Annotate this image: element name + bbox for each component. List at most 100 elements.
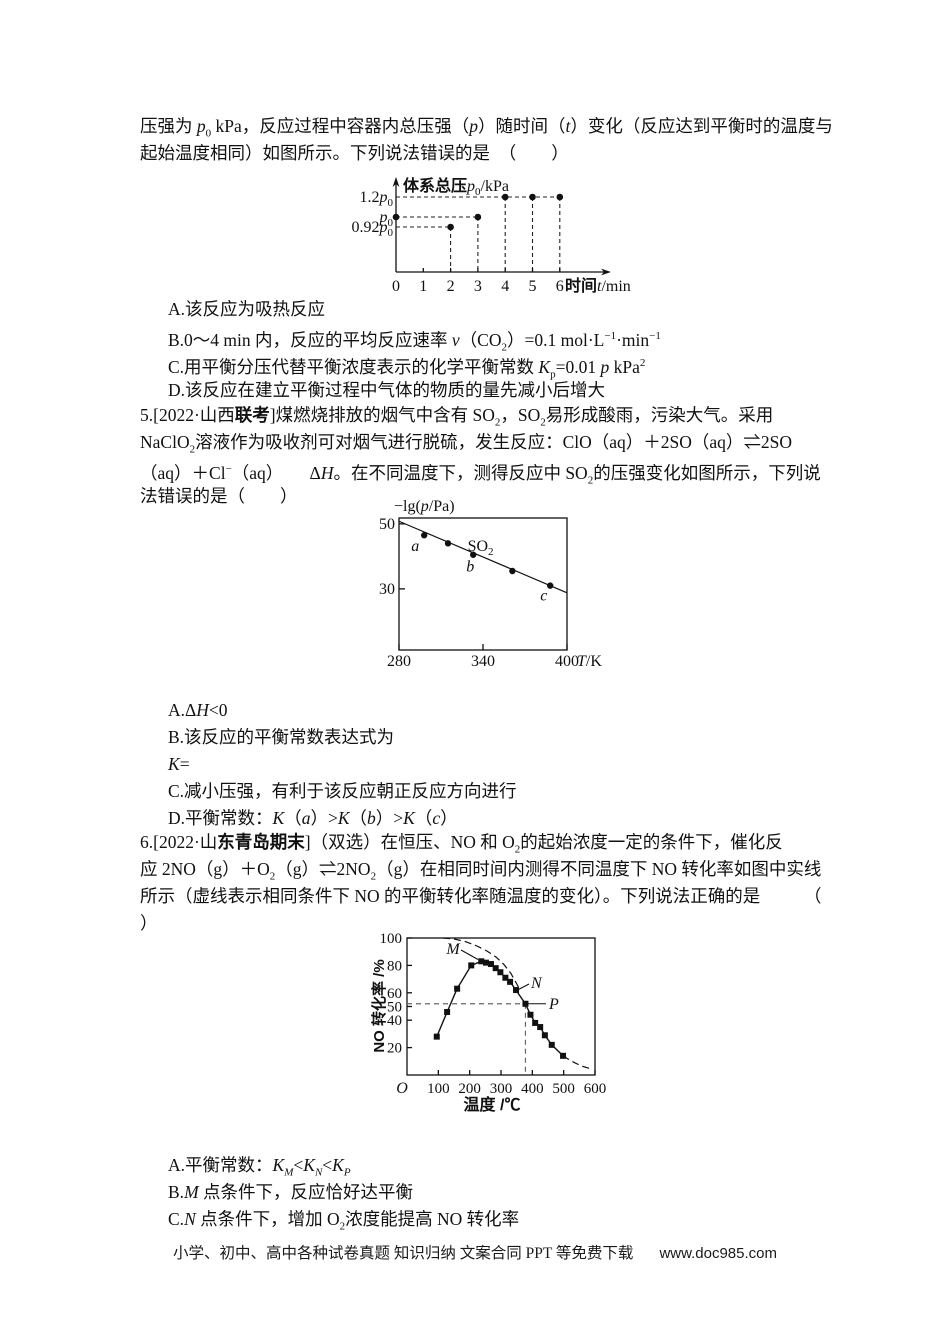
chart3-x-label: 温度 /℃ <box>463 1095 521 1114</box>
data-point <box>454 985 461 992</box>
svg-text:p0: p0 <box>379 209 394 229</box>
equilibrium-curve <box>442 937 520 988</box>
chart-pressure-time: 体系总压p0/kPa 1.2p0 p0 0.92p0 0 1 2 3 4 5 6 时间t/min <box>336 172 662 298</box>
data-point <box>474 213 482 221</box>
data-point <box>444 1008 451 1015</box>
svg-text:400: 400 <box>521 1081 544 1097</box>
option-line: A.该反应为吸热反应 <box>168 299 326 319</box>
option-line: A.平衡常数：KM<KN<KP <box>168 1155 351 1179</box>
option-line: B.该反应的平衡常数表达式为 <box>168 727 395 747</box>
measured-curve <box>436 960 564 1057</box>
svg-text:a: a <box>411 538 419 555</box>
text-line: 6.[2022·山东青岛期末]（双选）在恒压、NO 和 O2的起始浓度一定的条件… <box>140 832 783 856</box>
svg-text:1.2p0: 1.2p0 <box>360 189 394 209</box>
data-point <box>548 1041 555 1048</box>
q4-options: A.该反应为吸热反应 B.0～4 min 内，反应的平均反应速率 v（CO2）=0… <box>168 296 868 404</box>
svg-text:50: 50 <box>379 516 395 533</box>
trend-line <box>398 520 568 594</box>
chart2-x-label: T/K <box>577 653 602 670</box>
data-point <box>529 193 536 201</box>
series-label: SO2 <box>468 538 494 558</box>
data-point <box>547 582 554 589</box>
data-point <box>447 223 454 231</box>
svg-text:4: 4 <box>501 278 509 295</box>
option-line: C.用平衡分压代替平衡浓度表示的化学平衡常数 Kp=0.01 p kPa2 <box>168 356 646 381</box>
svg-text:400: 400 <box>555 653 579 670</box>
svg-text:300: 300 <box>490 1081 513 1097</box>
svg-text:60: 60 <box>387 986 402 1002</box>
data-point <box>468 962 475 969</box>
svg-text:M: M <box>445 941 461 958</box>
svg-text:1: 1 <box>419 278 427 295</box>
data-point <box>527 1011 534 1018</box>
svg-text:2: 2 <box>447 278 455 295</box>
q6-options: A.平衡常数：KM<KN<KP B.M 点条件下，反应恰好达平衡 C.N 点条件下，… <box>168 1152 868 1233</box>
svg-text:280: 280 <box>387 653 411 670</box>
plot-box <box>406 937 596 1076</box>
data-point <box>507 978 514 985</box>
data-point <box>492 965 499 972</box>
chart-no-conversion-temperature: 20 40 50 60 80 100 100 200 300 400 500 600 O NO 转化率 /… <box>334 925 646 1117</box>
data-point <box>509 567 516 575</box>
chart3-y-label: NO 转化率 /% <box>370 959 388 1052</box>
text-line: 应 2NO（g）＋O2（g）⇌2NO2（g）在相同时间内测得不同温度下 NO 转… <box>140 859 822 883</box>
svg-text:5: 5 <box>529 278 537 295</box>
text-line: （aq）＋Cl−（aq） ΔH。在不同温度下，测得反应中 SO2的压强变化如图所… <box>140 462 821 487</box>
svg-text:0.92p0: 0.92p0 <box>352 219 394 239</box>
data-point <box>541 1032 548 1039</box>
svg-text:200: 200 <box>458 1081 481 1097</box>
q6-paragraph: 6.[2022·山东青岛期末]（双选）在恒压、NO 和 O2的起始浓度一定的条件… <box>140 829 840 937</box>
q5-options: A.ΔH<0 B.该反应的平衡常数表达式为 K= C.减小压强，有利于该反应朝正反应方… <box>168 697 868 832</box>
option-line: K= <box>168 754 190 774</box>
svg-text:N: N <box>530 975 543 992</box>
svg-text:3: 3 <box>474 278 482 295</box>
svg-text:500: 500 <box>552 1081 575 1097</box>
option-line: B.M 点条件下，反应恰好达平衡 <box>168 1182 414 1202</box>
text-line: 法错误的是（ ） <box>140 486 298 506</box>
option-line: C.N 点条件下，增加 O2浓度能提高 NO 转化率 <box>168 1209 520 1233</box>
svg-text:20: 20 <box>387 1041 402 1057</box>
data-point <box>532 1019 539 1026</box>
svg-text:340: 340 <box>471 653 495 670</box>
data-point <box>478 958 485 965</box>
data-point <box>470 551 477 558</box>
footer-text: 小学、初中、高中各种试卷真题 知识归纳 文案合同 PPT 等免费下载 <box>173 1245 634 1262</box>
chart2-y-label: −lg(p/Pa) <box>394 498 455 515</box>
origin-label: O <box>396 1080 408 1097</box>
text-line: NaClO2溶液作为吸收剂可对烟气进行脱硫，发生反应：ClO（aq）＋2SO（a… <box>140 432 793 456</box>
option-line: A.ΔH<0 <box>168 700 228 720</box>
svg-text:40: 40 <box>387 1013 402 1029</box>
svg-text:80: 80 <box>387 958 402 974</box>
data-point <box>522 1000 529 1007</box>
svg-text:100: 100 <box>380 931 403 947</box>
option-line: C.减小压强，有利于该反应朝正反应方向进行 <box>168 781 517 801</box>
svg-text:50: 50 <box>387 1000 402 1016</box>
data-point <box>392 213 400 221</box>
option-line: D.平衡常数：K（a）>K（b）>K（c） <box>168 808 458 828</box>
footer-site-link: www.doc985.com <box>659 1245 777 1262</box>
data-point <box>482 959 489 966</box>
data-point <box>560 1052 567 1059</box>
page-footer: 小学、初中、高中各种试卷真题 知识归纳 文案合同 PPT 等免费下载 www.d… <box>0 1241 950 1263</box>
svg-text:c: c <box>540 588 547 605</box>
svg-text:30: 30 <box>379 581 395 598</box>
svg-text:P: P <box>548 996 559 1013</box>
data-point <box>501 193 509 201</box>
option-line: D.该反应在建立平衡过程中气体的物质的量先减小后增大 <box>168 380 606 400</box>
data-point <box>537 1024 544 1031</box>
chart1-title: 体系总压p0/kPa <box>403 176 509 198</box>
text-line: 压强为 p0 kPa，反应过程中容器内总压强（p）随时间（t）变化（反应达到平衡… <box>140 116 833 140</box>
data-point <box>487 961 494 968</box>
svg-text:0: 0 <box>392 278 400 295</box>
chart1-x-label: 时间t/min <box>565 276 631 295</box>
data-point <box>513 987 520 994</box>
q5-paragraph: 5.[2022·山西联考]煤燃烧排放的烟气中含有 SO2，SO2易形成酸雨，污染… <box>140 402 840 510</box>
data-point <box>556 193 564 201</box>
text-line: ） <box>140 913 158 933</box>
option-line: B.0～4 min 内，反应的平均反应速率 v（CO2）=0.1 mol·L−1… <box>168 329 661 354</box>
svg-text:6: 6 <box>556 278 564 295</box>
text-line: 起始温度相同）如图所示。下列说法错误的是 （ ） <box>140 143 569 163</box>
text-line: 所示（虚线表示相同条件下 NO 的平衡转化率随温度的变化）。下列说法正确的是 （ <box>140 886 822 906</box>
chart-so2-pressure-temperature: −lg(p/Pa) 50 30 280 340 400 T/K a b c SO2 <box>356 498 620 674</box>
